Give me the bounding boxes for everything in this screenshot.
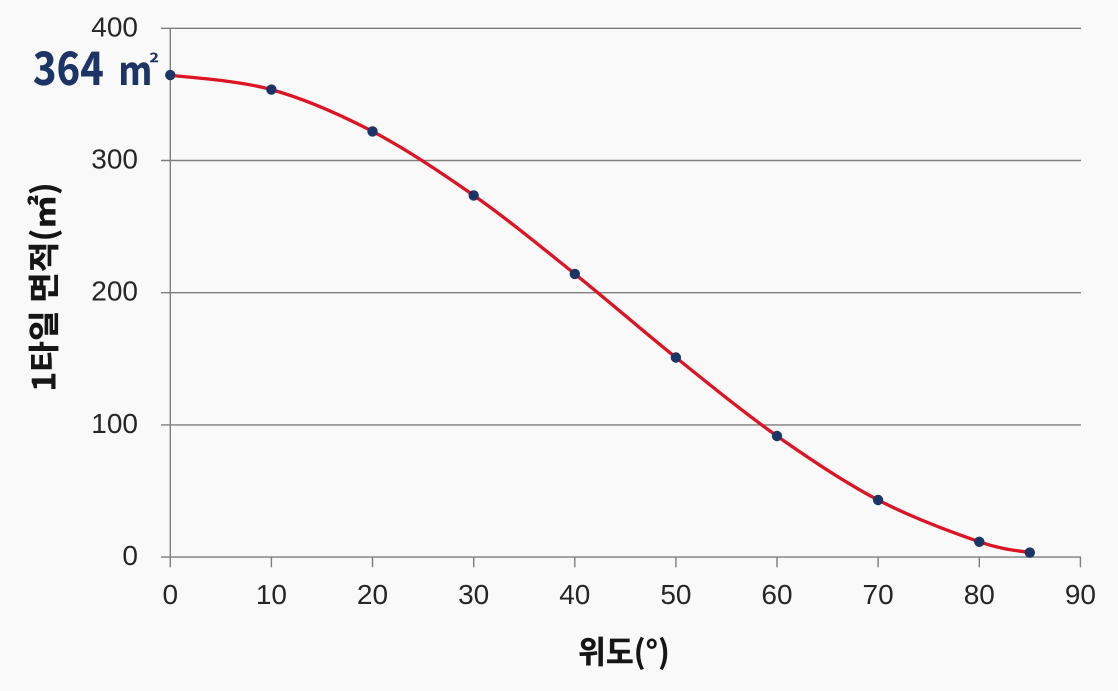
svg-text:30: 30: [458, 579, 489, 610]
svg-text:20: 20: [357, 579, 388, 610]
svg-text:80: 80: [964, 579, 995, 610]
svg-text:70: 70: [863, 579, 894, 610]
svg-text:0: 0: [122, 540, 138, 571]
svg-text:200: 200: [91, 276, 138, 307]
svg-text:100: 100: [91, 408, 138, 439]
svg-text:50: 50: [660, 579, 691, 610]
svg-text:40: 40: [559, 579, 590, 610]
svg-text:0: 0: [163, 579, 179, 610]
svg-text:60: 60: [761, 579, 792, 610]
svg-text:10: 10: [256, 579, 287, 610]
svg-text:300: 300: [91, 144, 138, 175]
svg-text:90: 90: [1065, 579, 1096, 610]
svg-text:400: 400: [91, 11, 138, 42]
